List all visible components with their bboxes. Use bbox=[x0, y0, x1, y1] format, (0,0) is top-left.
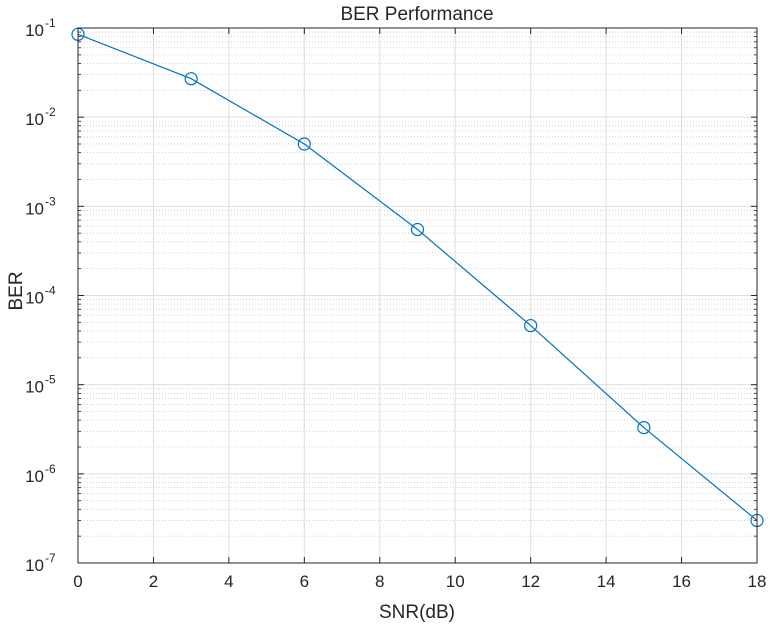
y-tick-exponent: -6 bbox=[45, 462, 56, 476]
y-tick-label: 10 bbox=[25, 21, 44, 40]
y-axis-label: BER bbox=[6, 271, 27, 310]
y-tick-label: 10 bbox=[25, 467, 44, 486]
y-tick-label: 10 bbox=[25, 199, 44, 218]
y-tick-exponent: -4 bbox=[45, 284, 56, 298]
x-tick-label: 2 bbox=[149, 572, 158, 591]
x-tick-label: 16 bbox=[672, 572, 691, 591]
y-tick-label: 10 bbox=[25, 110, 44, 129]
x-tick-label: 10 bbox=[446, 572, 465, 591]
x-tick-label: 6 bbox=[300, 572, 309, 591]
series-line bbox=[77, 33, 758, 521]
x-tick-label: 14 bbox=[597, 572, 616, 591]
data-point-marker bbox=[184, 72, 198, 86]
x-tick-label: 18 bbox=[748, 572, 767, 591]
grid bbox=[77, 27, 758, 564]
data-point-marker bbox=[637, 420, 651, 435]
series-group bbox=[71, 27, 764, 528]
chart-title: BER Performance bbox=[340, 4, 493, 25]
y-tick-exponent: -2 bbox=[45, 105, 56, 119]
x-axis-label: SNR(dB) bbox=[379, 602, 455, 623]
data-point-marker bbox=[410, 222, 425, 237]
y-tick-exponent: -5 bbox=[45, 373, 56, 387]
y-tick-label: 10 bbox=[25, 289, 44, 308]
data-point-marker bbox=[297, 137, 311, 151]
tick-marks bbox=[77, 27, 758, 564]
y-tick-labels: 10-710-610-510-410-310-210-1 bbox=[25, 16, 56, 575]
y-tick-exponent: -1 bbox=[45, 16, 56, 30]
x-tick-label: 0 bbox=[73, 572, 82, 591]
y-tick-label: 10 bbox=[25, 378, 44, 397]
data-point-marker bbox=[524, 318, 538, 333]
y-tick-exponent: -3 bbox=[45, 194, 56, 208]
x-tick-label: 8 bbox=[375, 572, 384, 591]
y-tick-exponent: -7 bbox=[45, 551, 56, 565]
y-tick-label: 10 bbox=[25, 556, 44, 575]
x-tick-label: 12 bbox=[521, 572, 540, 591]
x-tick-labels: 0 2 4 6 8 10 12 14 16 18 bbox=[73, 572, 766, 591]
x-tick-label: 4 bbox=[224, 572, 233, 591]
